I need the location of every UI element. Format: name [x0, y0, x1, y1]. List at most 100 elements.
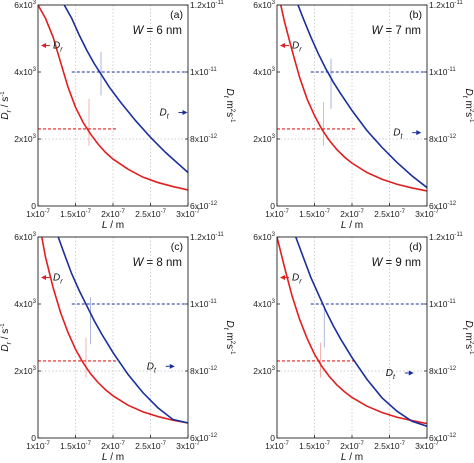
y-left-tick-label-3-mantissa: 6x10	[14, 0, 33, 10]
width-annotation: W = 7 nm	[371, 25, 421, 37]
y-left-tick-label-3: 6x103	[253, 0, 275, 10]
x-tick-label-1-exponent: -7	[86, 209, 92, 215]
width-annotation-value: = 9 nm	[382, 257, 421, 269]
y-right-axis-label-exp1: 2	[468, 341, 474, 345]
y-right-axis-label-unit2: s	[224, 344, 235, 349]
y-right-tick-label-2-mantissa: 1x10	[429, 299, 448, 309]
y-left-tick-label-2-mantissa: 4x10	[253, 299, 272, 309]
x-tick-label-4-exponent: -7	[434, 441, 440, 447]
legend-dr-sub: r	[60, 47, 63, 54]
y-right-axis-label-unit1: m	[463, 98, 474, 109]
x-tick-label-1-mantissa: 1.5x10	[60, 441, 86, 451]
y-left-axis-label-sub: r	[6, 109, 13, 112]
y-right-axis-label-main: D	[463, 89, 474, 96]
y-left-tick-label-2: 4x103	[14, 67, 36, 77]
y-left-tick-label-1: 2x103	[14, 134, 36, 144]
y-right-tick-label-3-exponent: -11	[455, 0, 464, 6]
x-tick-label-1: 1.5x10-7	[299, 209, 331, 219]
y-left-tick-label-0: 0	[31, 433, 36, 443]
width-annotation-symbol: W	[132, 257, 144, 269]
width-annotation-symbol: W	[132, 25, 144, 37]
y-right-axis-label-exp2: -1	[229, 349, 235, 355]
x-tick-label-4-exponent: -7	[195, 209, 201, 215]
y-right-tick-label-3: 1.2x10-11	[190, 232, 224, 242]
x-tick-label-1-mantissa: 1.5x10	[60, 209, 86, 219]
x-tick-label-1-exponent: -7	[325, 209, 331, 215]
y-right-axis-label-group: Dt m2s-1	[222, 89, 235, 124]
x-tick-label-4-exponent: -7	[434, 209, 440, 215]
x-axis-label-symbol: L	[102, 452, 108, 463]
y-right-tick-label-0-mantissa: 6x10	[429, 201, 448, 211]
right-arrow-icon	[182, 110, 188, 116]
y-right-tick-label-2-exponent: -11	[447, 299, 456, 305]
chart-panel-0: 1x10-7 1.5x10-7 2x10-7 2.5x10-7 3x10-702x103…	[0, 0, 235, 231]
legend-dt: Dt	[160, 108, 170, 121]
y-right-tick-label-0: 6x10-12	[429, 201, 457, 211]
width-annotation-symbol: W	[371, 25, 383, 37]
y-right-axis-label-exp1: 2	[468, 109, 474, 113]
y-right-tick-label-2-mantissa: 1x10	[190, 299, 209, 309]
y-right-axis-label-exp1: 2	[229, 341, 235, 345]
legend-dr: Dr	[292, 41, 302, 54]
x-tick-label-0: 1x10-7	[265, 441, 289, 451]
x-tick-label-0: 1x10-7	[26, 441, 50, 451]
y-right-axis-label-group: Dt m2s-1	[222, 321, 235, 356]
y-left-axis-label-group: Dr / s-1	[0, 91, 13, 120]
y-right-tick-label-3-mantissa: 1.2x10	[429, 232, 455, 242]
width-annotation: W = 6 nm	[132, 25, 182, 37]
x-tick-label-4-exponent: -7	[195, 441, 201, 447]
y-left-tick-label-0-value: 0	[270, 201, 275, 211]
chart-panel-1: 1x10-7 1.5x10-7 2x10-7 2.5x10-7 3x10-702x103…	[253, 0, 474, 231]
legend-dt-sub: t	[393, 374, 396, 381]
x-tick-label-3: 2.5x10-7	[135, 441, 167, 451]
y-right-axis-label: Dt m2s-1	[222, 89, 235, 124]
y-left-axis-label-unit: / s	[0, 329, 11, 342]
width-annotation-value: = 6 nm	[143, 25, 182, 37]
y-left-tick-label-3-exponent: 3	[33, 232, 37, 238]
y-right-tick-label-0-exponent: -12	[447, 201, 456, 207]
y-left-tick-label-2: 4x103	[253, 299, 275, 309]
y-right-axis-label-unit2: s	[463, 112, 474, 117]
x-tick-label-0-mantissa: 1x10	[26, 209, 45, 219]
x-tick-label-0: 1x10-7	[265, 209, 289, 219]
panel-label: (b)	[409, 9, 422, 21]
legend-dr-main: D	[292, 273, 299, 284]
legend-dt-sub: t	[400, 134, 403, 141]
legend-dr: Dr	[292, 273, 302, 286]
y-right-tick-label-3-mantissa: 1.2x10	[190, 232, 216, 242]
series-line-d-t	[63, 5, 188, 174]
legend-dt-main: D	[147, 361, 154, 372]
x-tick-label-1-mantissa: 1.5x10	[299, 209, 325, 219]
x-tick-label-4: 3x10-7	[415, 209, 439, 219]
y-right-tick-label-3-exponent: -11	[216, 232, 225, 238]
x-tick-label-1-mantissa: 1.5x10	[299, 441, 325, 451]
y-left-tick-label-3-exponent: 3	[272, 232, 276, 238]
y-right-tick-label-1-mantissa: 8x10	[190, 134, 209, 144]
y-left-tick-label-1-mantissa: 2x10	[253, 134, 272, 144]
y-left-tick-label-0: 0	[270, 433, 275, 443]
x-tick-label-2-mantissa: 2x10	[101, 441, 120, 451]
series-line-d-t	[57, 237, 188, 424]
y-left-tick-label-3-mantissa: 6x10	[253, 0, 272, 10]
x-tick-label-2: 2x10-7	[101, 209, 125, 219]
right-arrow-icon	[416, 130, 422, 136]
panel-label: (a)	[170, 9, 183, 21]
x-tick-label-3-exponent: -7	[400, 209, 406, 215]
x-axis-label-unit: / m	[107, 452, 124, 463]
y-right-tick-label-1-mantissa: 8x10	[429, 366, 448, 376]
legend-dr-sub: r	[299, 279, 302, 286]
legend-dr-sub: r	[60, 279, 63, 286]
series-line-d-r	[277, 237, 427, 425]
x-tick-label-4-mantissa: 3x10	[176, 441, 195, 451]
y-right-tick-label-1: 8x10-12	[190, 366, 218, 376]
y-right-axis-label-main: D	[224, 321, 235, 328]
y-right-axis-label: Dt m2s-1	[222, 321, 235, 356]
y-right-tick-label-2-exponent: -11	[208, 299, 217, 305]
left-arrow-icon	[280, 275, 285, 281]
y-left-axis-label: Dr / s-1	[0, 323, 13, 352]
y-left-tick-label-2-exponent: 3	[272, 67, 276, 73]
legend-dt-main: D	[386, 368, 393, 379]
legend-dr-sub: r	[299, 47, 302, 54]
x-tick-label-2-mantissa: 2x10	[101, 209, 120, 219]
x-tick-label-3: 2.5x10-7	[135, 209, 167, 219]
